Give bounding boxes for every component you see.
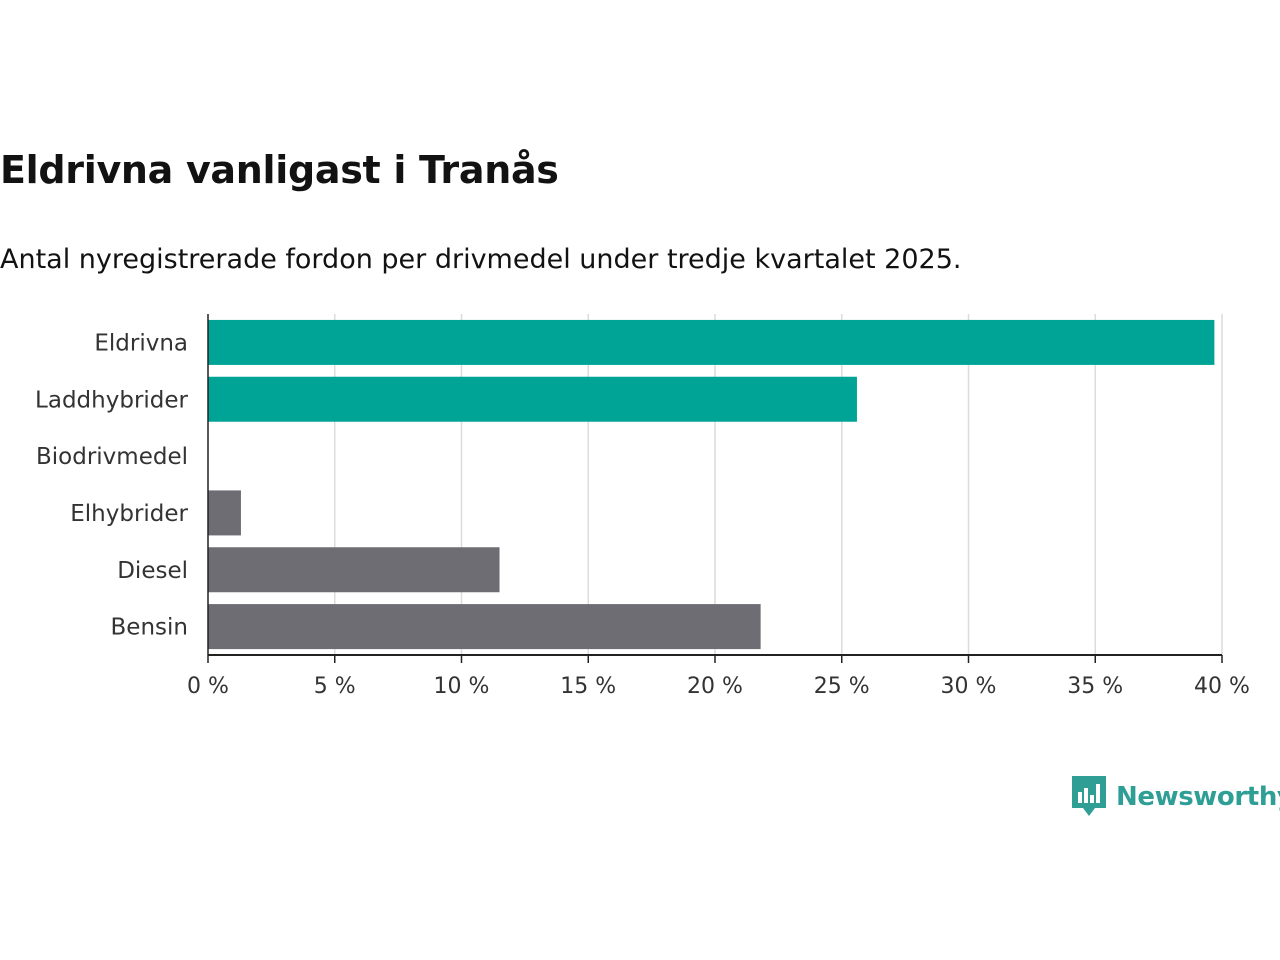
x-tick-label: 10 % bbox=[434, 674, 490, 699]
bar-laddhybrider bbox=[208, 376, 857, 422]
x-tick-label: 20 % bbox=[687, 674, 743, 699]
newsworthy-logo-icon bbox=[1072, 776, 1106, 816]
x-tick-label: 15 % bbox=[560, 674, 616, 699]
bar-chart: 0 % 5 % 10 % 15 % 20 % 25 % 30 % 35 % 40 % Eldri… bbox=[35, 314, 1250, 699]
grid-lines bbox=[334, 314, 1223, 655]
category-label: Elhybrider bbox=[70, 501, 188, 527]
category-label: Laddhybrider bbox=[35, 387, 188, 413]
x-axis: 0 % 5 % 10 % 15 % 20 % 25 % 30 % 35 % 40 % bbox=[187, 314, 1250, 699]
category-label: Bensin bbox=[111, 615, 188, 641]
bar-eldrivna bbox=[208, 319, 1215, 365]
x-tick-label: 0 % bbox=[187, 674, 229, 699]
bar-diesel bbox=[208, 547, 500, 593]
brand: Newsworthy bbox=[1072, 776, 1280, 818]
bar-bensin bbox=[208, 604, 761, 650]
bars bbox=[208, 319, 1215, 650]
chart-subtitle: Antal nyregistrerade fordon per drivmede… bbox=[0, 244, 962, 275]
x-tick-label: 40 % bbox=[1194, 674, 1250, 699]
chart-title: Eldrivna vanligast i Tranås bbox=[0, 148, 559, 192]
x-tick-label: 35 % bbox=[1067, 674, 1123, 699]
brand-name: Newsworthy bbox=[1116, 782, 1280, 812]
category-label: Biodrivmedel bbox=[36, 444, 188, 470]
x-tick-label: 30 % bbox=[941, 674, 997, 699]
category-label: Eldrivna bbox=[94, 330, 188, 356]
bar-elhybrider bbox=[208, 490, 241, 536]
category-label: Diesel bbox=[117, 558, 188, 584]
category-labels: Eldrivna Laddhybrider Biodrivmedel Elhybrid… bbox=[35, 330, 188, 640]
x-tick-label: 25 % bbox=[814, 674, 870, 699]
x-tick-label: 5 % bbox=[314, 674, 356, 699]
